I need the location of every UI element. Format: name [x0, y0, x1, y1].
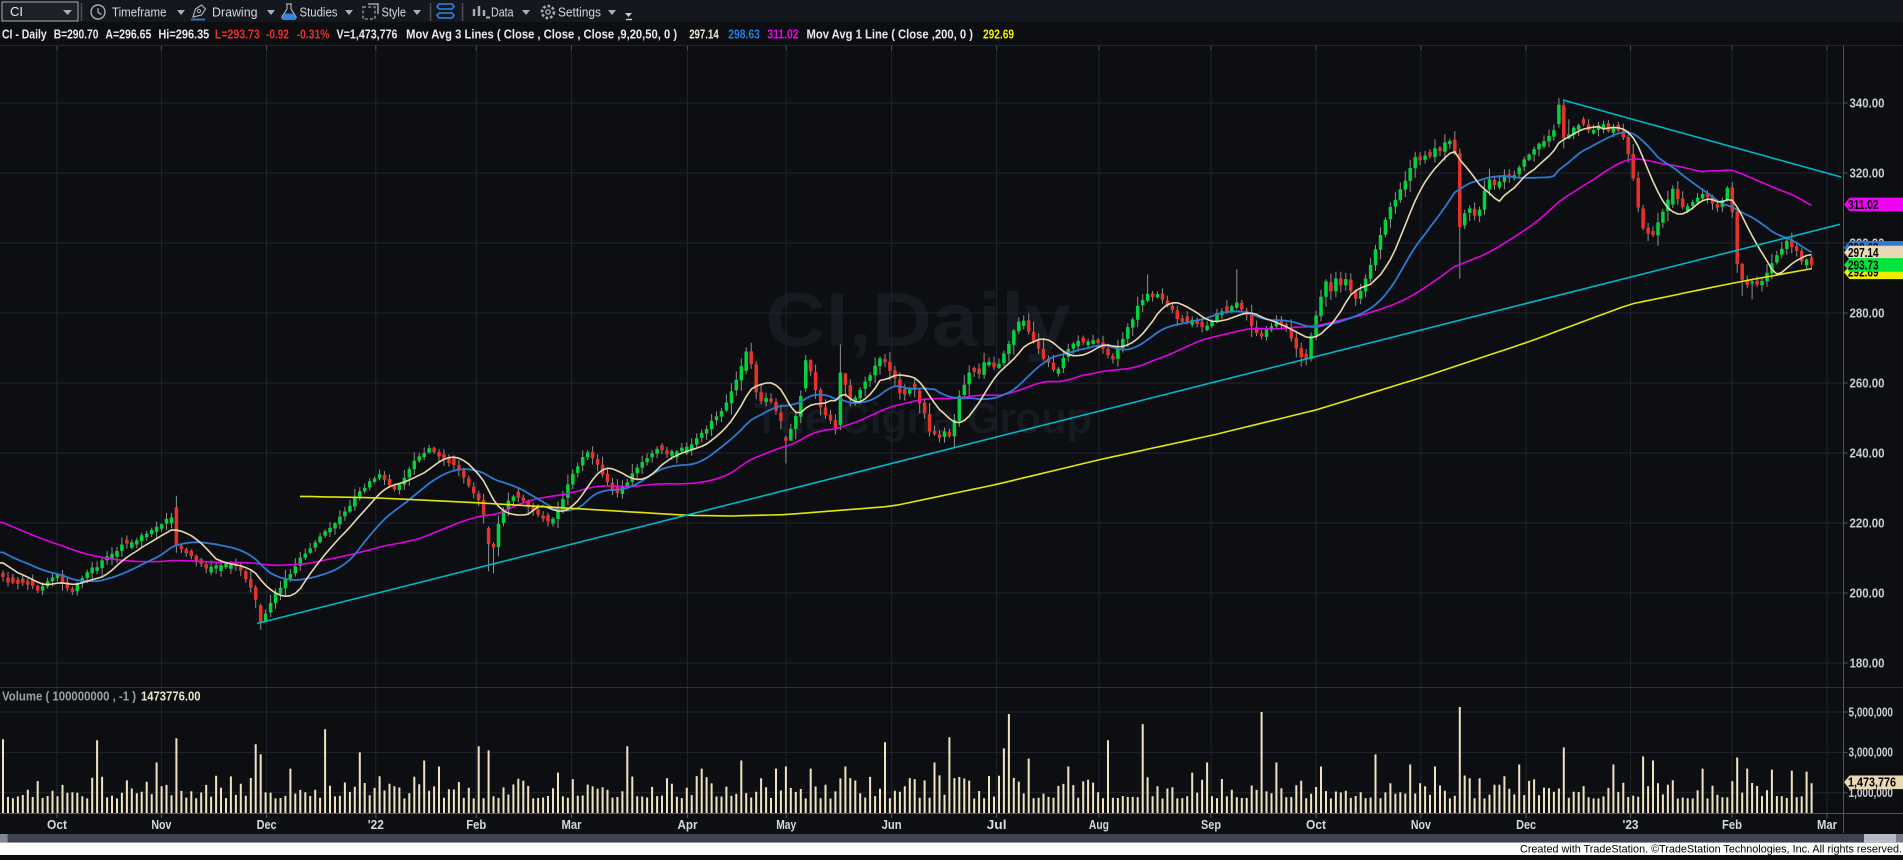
svg-text:V=1,473,776: V=1,473,776	[337, 28, 398, 42]
svg-text:Settings: Settings	[558, 5, 601, 20]
svg-text:Nov: Nov	[151, 818, 171, 832]
svg-text:CI,Daily: CI,Daily	[766, 278, 1071, 363]
svg-text:Oct: Oct	[1306, 818, 1327, 832]
svg-text:-0.31%: -0.31%	[297, 28, 330, 42]
svg-text:Jul: Jul	[987, 818, 1007, 832]
svg-text:Dec: Dec	[1516, 818, 1536, 832]
svg-text:Feb: Feb	[1722, 818, 1742, 832]
svg-text:320.00: 320.00	[1850, 166, 1885, 180]
svg-text:Dec: Dec	[257, 818, 277, 832]
svg-text:Sep: Sep	[1201, 818, 1221, 832]
svg-text:Feb: Feb	[466, 818, 486, 832]
svg-text:Drawing: Drawing	[212, 5, 258, 20]
svg-text:Jun: Jun	[882, 818, 902, 832]
svg-text:340.00: 340.00	[1850, 96, 1885, 110]
svg-text:Mov Avg 1 Line ( Close ,200, 0: Mov Avg 1 Line ( Close ,200, 0 )	[807, 28, 974, 42]
svg-text:Mar: Mar	[562, 818, 582, 832]
svg-text:1,000,000: 1,000,000	[1849, 786, 1894, 800]
svg-text:Aug: Aug	[1089, 818, 1109, 832]
svg-text:Oct: Oct	[47, 818, 68, 832]
svg-text:May: May	[776, 818, 796, 832]
svg-text:220.00: 220.00	[1850, 516, 1885, 530]
svg-text:Hi=296.35: Hi=296.35	[158, 28, 209, 42]
svg-text:-0.92: -0.92	[266, 28, 289, 42]
svg-text:5,000,000: 5,000,000	[1849, 705, 1894, 719]
svg-text:1473776.00: 1473776.00	[141, 690, 201, 704]
svg-text:311.02: 311.02	[1848, 198, 1879, 212]
svg-text:Volume ( 100000000 , -1 ): Volume ( 100000000 , -1 )	[2, 690, 136, 704]
svg-text:298.63: 298.63	[728, 28, 760, 42]
svg-text:311.02: 311.02	[767, 28, 798, 42]
svg-text:240.00: 240.00	[1850, 446, 1885, 460]
svg-text:CI - Daily: CI - Daily	[2, 28, 47, 42]
svg-text:CI: CI	[10, 5, 23, 19]
svg-text:Created with TradeStation. ©Tr: Created with TradeStation. ©TradeStation…	[1520, 844, 1902, 855]
svg-text:'22: '22	[368, 818, 384, 832]
svg-text:Data: Data	[491, 5, 514, 20]
svg-text:Timeframe: Timeframe	[112, 5, 167, 20]
svg-text:3,000,000: 3,000,000	[1849, 746, 1894, 760]
svg-text:292.69: 292.69	[983, 28, 1014, 42]
svg-text:1,473,776: 1,473,776	[1848, 776, 1896, 790]
svg-text:Mar: Mar	[1817, 818, 1837, 832]
svg-text:Mov Avg 3 Lines ( Close , Clos: Mov Avg 3 Lines ( Close , Close , Close …	[406, 28, 677, 42]
svg-text:280.00: 280.00	[1850, 306, 1885, 320]
svg-text:297.14: 297.14	[1848, 246, 1879, 260]
svg-text:Studies: Studies	[300, 5, 338, 20]
svg-text:The Cigna Group: The Cigna Group	[754, 394, 1092, 443]
svg-text:L=293.73: L=293.73	[215, 28, 260, 42]
svg-text:'23: '23	[1623, 818, 1639, 832]
svg-text:293.73: 293.73	[1848, 258, 1879, 272]
svg-text:Nov: Nov	[1411, 818, 1431, 832]
svg-text:260.00: 260.00	[1850, 376, 1885, 390]
svg-text:A=296.65: A=296.65	[105, 28, 151, 42]
svg-text:180.00: 180.00	[1850, 656, 1885, 670]
svg-text:B=290.70: B=290.70	[54, 28, 99, 42]
svg-text:200.00: 200.00	[1850, 586, 1885, 600]
svg-text:297.14: 297.14	[689, 28, 719, 42]
svg-text:Apr: Apr	[678, 818, 698, 832]
svg-text:Style: Style	[382, 5, 407, 20]
